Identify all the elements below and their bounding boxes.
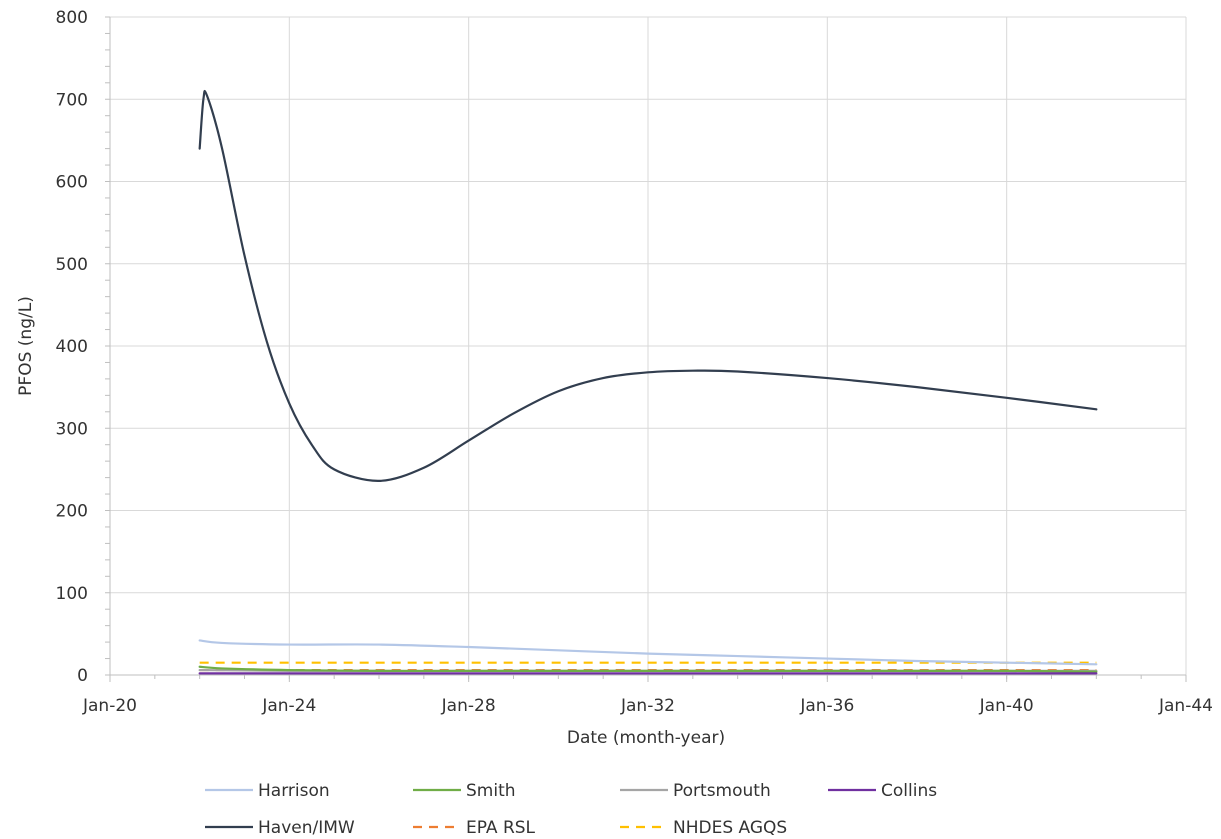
tick-labels: 0 100 200 300 400 500 600 700 800 Jan-20 Jan-24 Jan… — [56, 8, 1213, 716]
x-tick-label: Jan-28 — [441, 696, 496, 716]
y-tick-label: 100 — [56, 584, 88, 604]
series-line-smith — [198, 665, 1098, 673]
legend-label: Smith — [466, 781, 516, 801]
x-tick-label: Jan-40 — [979, 696, 1034, 716]
x-tick-label: Jan-44 — [1158, 696, 1213, 716]
y-tick-label: 400 — [56, 337, 88, 357]
legend-item-epa-rsl: EPA RSL — [413, 818, 536, 838]
axes — [105, 16, 1187, 682]
x-tick-label: Jan-32 — [620, 696, 675, 716]
y-tick-label: 700 — [56, 90, 88, 110]
y-tick-label: 0 — [77, 666, 88, 686]
gridlines — [110, 16, 1187, 675]
legend: Harrison Smith Portsmouth Collins Haven/IMW E… — [205, 781, 937, 838]
y-tick-label: 500 — [56, 255, 88, 275]
legend-label: Portsmouth — [673, 781, 771, 801]
legend-item-portsmouth: Portsmouth — [620, 781, 771, 801]
series-line-harrison — [198, 639, 1098, 666]
series-lines — [198, 89, 1098, 675]
legend-item-haven-imw: Haven/IMW — [205, 818, 355, 838]
legend-label: Collins — [881, 781, 937, 801]
y-tick-label: 600 — [56, 173, 88, 193]
legend-item-collins: Collins — [828, 781, 937, 801]
y-tick-label: 300 — [56, 419, 88, 439]
y-tick-label: 200 — [56, 502, 88, 522]
legend-label: Haven/IMW — [258, 818, 355, 838]
x-tick-label: Jan-24 — [261, 696, 316, 716]
legend-label: Harrison — [258, 781, 330, 801]
legend-item-harrison: Harrison — [205, 781, 330, 801]
legend-item-smith: Smith — [413, 781, 516, 801]
legend-label: EPA RSL — [466, 818, 536, 838]
legend-label: NHDES AGQS — [673, 818, 787, 838]
x-axis-title: Date (month-year) — [567, 728, 725, 748]
y-axis-title: PFOS (ng/L) — [16, 296, 36, 396]
series-line-haven-imw — [198, 89, 1098, 482]
x-tick-label: Jan-36 — [799, 696, 854, 716]
y-tick-label: 800 — [56, 8, 88, 28]
legend-item-nhdes-agqs: NHDES AGQS — [620, 818, 787, 838]
x-tick-label: Jan-20 — [82, 696, 137, 716]
